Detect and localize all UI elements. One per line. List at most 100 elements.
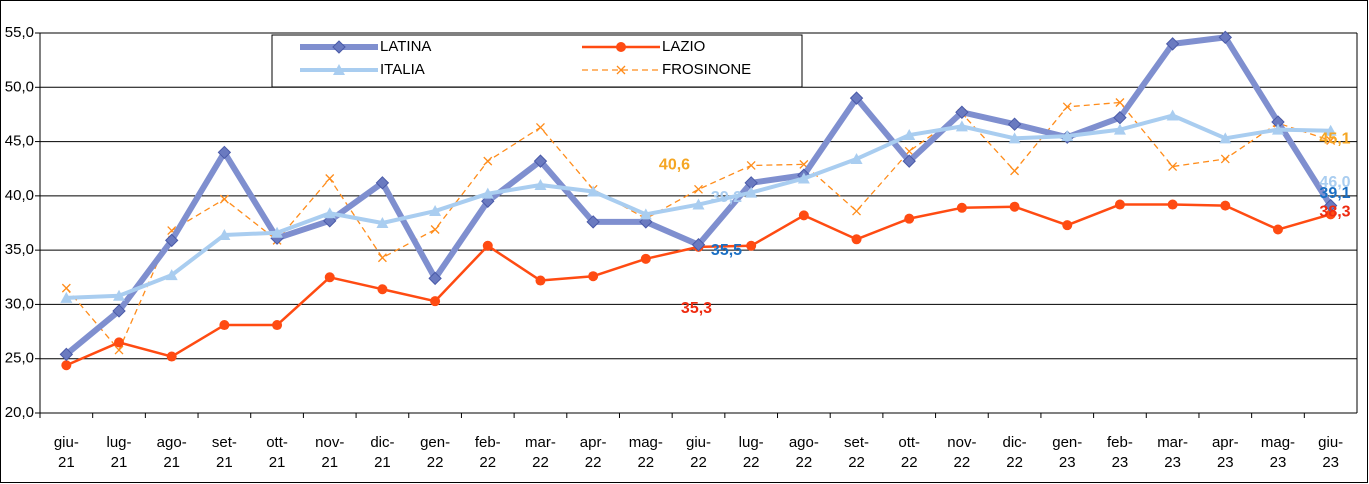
marker [1220, 200, 1231, 211]
marker [61, 360, 72, 371]
marker [1271, 123, 1284, 135]
marker [1219, 132, 1232, 144]
marker [112, 304, 126, 318]
marker [377, 253, 387, 263]
marker [536, 122, 545, 132]
x-tick-label: dic- 21 [370, 434, 395, 471]
marker [217, 145, 232, 160]
x-tick-label: apr- 23 [1211, 434, 1239, 471]
marker [956, 202, 967, 213]
marker [746, 160, 756, 170]
x-tick-label: ott- 21 [266, 434, 288, 471]
marker [1008, 132, 1021, 144]
marker [616, 65, 626, 75]
marker [483, 156, 493, 166]
marker [1113, 123, 1126, 135]
legend-label: FROSINONE [662, 61, 751, 78]
x-tick-label: lug- 21 [106, 434, 132, 471]
marker [1062, 220, 1073, 231]
marker [375, 176, 390, 190]
marker [1323, 198, 1338, 213]
marker [586, 215, 600, 229]
marker [639, 208, 652, 220]
marker [1010, 166, 1020, 176]
marker [904, 213, 915, 224]
marker [852, 206, 861, 216]
marker [377, 284, 388, 295]
marker [955, 120, 968, 132]
x-tick-label: giu- 22 [685, 434, 711, 471]
marker [59, 347, 74, 362]
series [60, 109, 1337, 303]
y-tick-label: 50,0 [5, 78, 34, 95]
marker [482, 240, 493, 251]
x-tick-label: mag- 23 [1260, 434, 1296, 471]
data-label: 39,1 [1319, 185, 1350, 202]
marker [745, 186, 758, 198]
marker [376, 217, 389, 228]
x-tick-label: set- 21 [211, 434, 237, 471]
marker [533, 154, 548, 168]
x-tick-label: feb- 22 [474, 434, 501, 471]
marker [694, 184, 703, 194]
x-tick-label: ago- 21 [156, 434, 187, 471]
y-tick-label: 35,0 [5, 241, 34, 258]
marker [1325, 209, 1336, 220]
marker [587, 185, 600, 197]
plot-area [40, 33, 1357, 413]
marker [272, 320, 283, 331]
x-tick-label: mag- 22 [628, 434, 663, 471]
marker [850, 152, 863, 164]
y-tick-label: 20,0 [5, 404, 34, 421]
data-label: 45,1 [1319, 131, 1350, 148]
y-tick-label: 30,0 [5, 295, 34, 312]
marker [61, 283, 71, 293]
marker [1165, 37, 1180, 51]
marker [430, 296, 441, 307]
x-tick-label: ago- 22 [788, 434, 819, 471]
legend-box [271, 34, 803, 88]
x-tick-label: mar- 22 [525, 434, 556, 471]
marker [955, 105, 969, 119]
data-label: 35,5 [711, 242, 742, 259]
x-tick-label: gen- 22 [420, 434, 451, 471]
legend-label: LAZIO [662, 38, 705, 55]
marker [333, 64, 345, 75]
x-tick-label: giu- 23 [1318, 434, 1344, 471]
marker [324, 272, 335, 283]
marker [481, 187, 494, 199]
marker [271, 226, 284, 238]
marker [113, 289, 126, 301]
marker [692, 198, 705, 210]
legend: LATINA LAZIO ITALIA FROSINONE [271, 34, 803, 88]
x-tick-label: feb- 23 [1107, 434, 1133, 471]
y-tick-label: 40,0 [5, 187, 34, 204]
marker [1220, 154, 1230, 164]
marker [903, 129, 916, 141]
marker [1167, 199, 1178, 210]
marker [166, 351, 177, 362]
marker [430, 225, 440, 234]
data-label: 46,0 [1319, 174, 1350, 191]
marker [534, 179, 547, 190]
marker [746, 240, 757, 251]
legend-label: LATINA [380, 38, 431, 55]
marker [1115, 98, 1125, 107]
marker [1061, 130, 1074, 142]
marker [1168, 162, 1178, 172]
y-tick-label: 45,0 [5, 133, 34, 150]
data-label: 38,3 [1319, 204, 1350, 221]
x-tick-label: ott- 22 [898, 434, 921, 471]
marker [323, 207, 336, 219]
x-tick-label: nov- 22 [947, 434, 977, 471]
marker [1326, 136, 1336, 145]
marker [691, 238, 706, 252]
x-tick-label: mar- 23 [1157, 434, 1189, 471]
marker [164, 233, 179, 248]
marker [114, 337, 125, 348]
marker [616, 42, 626, 52]
x-tick-label: gen- 23 [1052, 434, 1083, 471]
y-tick-label: 25,0 [5, 350, 34, 367]
